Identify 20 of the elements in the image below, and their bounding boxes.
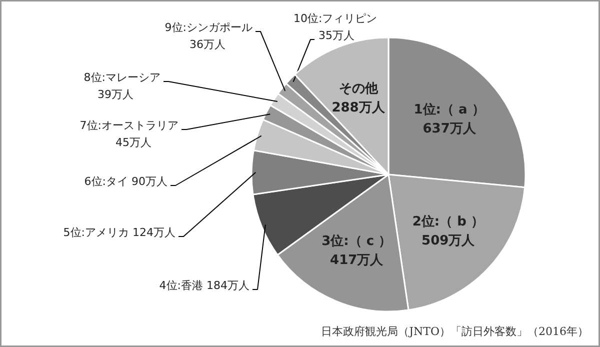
data-label: 35万人: [318, 29, 354, 42]
slice-label: 10位:フィリピン: [294, 12, 378, 25]
data-label: 509万人: [422, 234, 476, 249]
slice-label: 7位:オーストラリア: [80, 119, 179, 132]
slice-label: 2位:（ b ）: [412, 214, 484, 230]
data-label: 637万人: [422, 122, 477, 137]
slice-label: 1位:（ a ）: [414, 102, 485, 118]
data-label: 417万人: [330, 252, 384, 268]
data-label: 45万人: [116, 136, 152, 149]
data-label: 36万人: [190, 38, 226, 51]
slice-label: 4位:香港 184万人: [159, 279, 250, 292]
slice-label: 8位:マレーシア: [84, 71, 161, 84]
data-label: 288万人: [332, 100, 386, 116]
text: 日本政府観光局（JNTO）「訪日外客数」（2016年）: [321, 325, 589, 338]
slice-label: 5位:アメリカ 124万人: [63, 226, 176, 239]
slice-label: 9位:シンガポール: [164, 21, 253, 34]
data-label: 39万人: [98, 88, 134, 101]
slice-label: その他: [338, 82, 379, 97]
slice-label: 6位:タイ 90万人: [84, 175, 168, 188]
slice-label: 3位:（ c ）: [322, 234, 392, 249]
